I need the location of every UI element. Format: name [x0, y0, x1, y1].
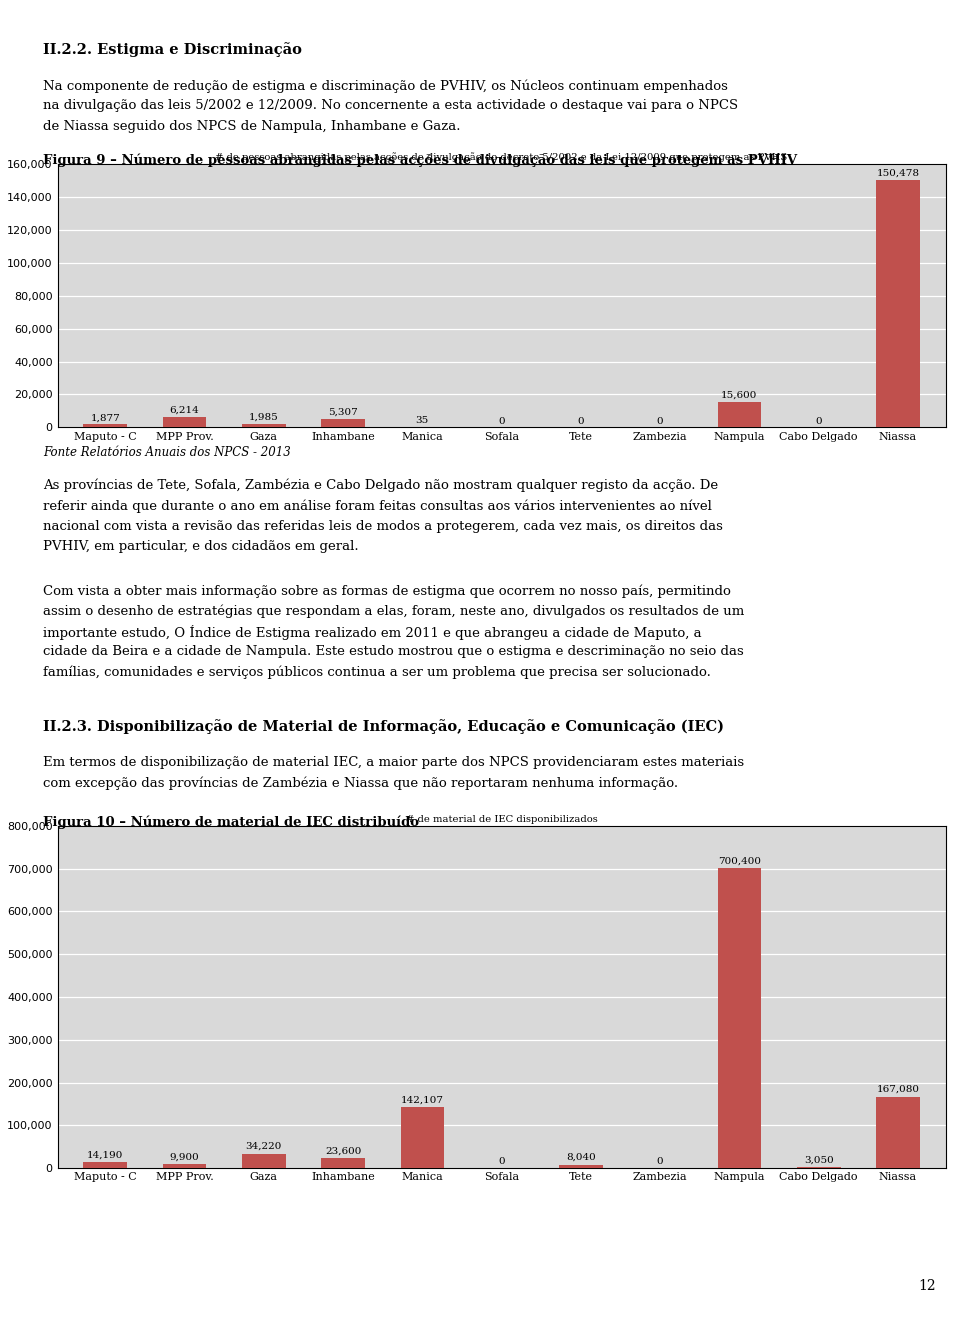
- Text: 150,478: 150,478: [876, 169, 920, 178]
- Bar: [876, 1097, 920, 1168]
- Text: 0: 0: [657, 1158, 663, 1167]
- Text: 3,050: 3,050: [804, 1155, 833, 1164]
- Bar: [322, 419, 365, 427]
- Bar: [162, 417, 206, 427]
- Text: Em termos de disponibilização de material IEC, a maior parte dos NPCS providenci: Em termos de disponibilização de materia…: [43, 756, 744, 769]
- Text: 12: 12: [919, 1279, 936, 1293]
- Bar: [84, 1162, 127, 1168]
- Bar: [242, 1154, 285, 1168]
- Text: II.2.2. Estigma e Discriminação: II.2.2. Estigma e Discriminação: [43, 42, 302, 57]
- Text: Na componente de redução de estigma e discriminação de PVHIV, os Núcleos continu: Na componente de redução de estigma e di…: [43, 79, 728, 92]
- Text: Figura 9 – Número de pessoas abrangidas pelas acções de divulgação das leis que : Figura 9 – Número de pessoas abrangidas …: [43, 154, 798, 167]
- Text: 167,080: 167,080: [876, 1085, 920, 1094]
- Text: 15,600: 15,600: [721, 391, 757, 399]
- Bar: [718, 868, 761, 1168]
- Text: 8,040: 8,040: [566, 1154, 596, 1162]
- Text: nacional com vista a revisão das referidas leis de modos a protegerem, cada vez : nacional com vista a revisão das referid…: [43, 520, 723, 532]
- Text: 0: 0: [815, 417, 822, 425]
- Text: na divulgação das leis 5/2002 e 12/2009. No concernente a esta actividade o dest: na divulgação das leis 5/2002 e 12/2009.…: [43, 100, 738, 112]
- Text: 0: 0: [578, 417, 585, 425]
- Text: As províncias de Tete, Sofala, Zambézia e Cabo Delgado não mostram qualquer regi: As províncias de Tete, Sofala, Zambézia …: [43, 479, 718, 493]
- Text: cidade da Beira e a cidade de Nampula. Este estudo mostrou que o estigma e descr: cidade da Beira e a cidade de Nampula. E…: [43, 645, 744, 658]
- Text: Com vista a obter mais informação sobre as formas de estigma que ocorrem no noss: Com vista a obter mais informação sobre …: [43, 585, 732, 598]
- Text: Figura 10 – Número de material de IEC distribuído: Figura 10 – Número de material de IEC di…: [43, 815, 420, 828]
- Text: 700,400: 700,400: [718, 857, 761, 865]
- Text: 1,877: 1,877: [90, 414, 120, 423]
- Bar: [162, 1164, 206, 1168]
- Bar: [718, 402, 761, 427]
- Bar: [400, 1108, 444, 1168]
- Bar: [84, 424, 127, 427]
- Text: 6,214: 6,214: [170, 406, 200, 415]
- Text: com excepção das províncias de Zambézia e Niassa que não reportaram nenhuma info: com excepção das províncias de Zambézia …: [43, 777, 679, 790]
- Text: 1,985: 1,985: [249, 414, 278, 423]
- Text: PVHIV, em particular, e dos cidadãos em geral.: PVHIV, em particular, e dos cidadãos em …: [43, 540, 359, 553]
- Text: Fonte Relatórios Anuais dos NPCS - 2013: Fonte Relatórios Anuais dos NPCS - 2013: [43, 445, 291, 458]
- Text: importante estudo, O Índice de Estigma realizado em 2011 e que abrangeu a cidade: importante estudo, O Índice de Estigma r…: [43, 626, 702, 640]
- Text: assim o desenho de estratégias que respondam a elas, foram, neste ano, divulgado: assim o desenho de estratégias que respo…: [43, 605, 744, 618]
- Bar: [876, 179, 920, 427]
- Text: referir ainda que durante o ano em análise foram feitas consultas aos vários int: referir ainda que durante o ano em análi…: [43, 499, 712, 512]
- Text: 23,600: 23,600: [324, 1147, 361, 1155]
- Text: 9,900: 9,900: [170, 1152, 200, 1162]
- Title: # de pessoas abrangidas pelas acções de divulgação do decreto 5/2002 e da Lei 12: # de pessoas abrangidas pelas acções de …: [215, 151, 788, 162]
- Bar: [242, 424, 285, 427]
- Text: 5,307: 5,307: [328, 408, 358, 416]
- Text: 35: 35: [416, 416, 429, 425]
- Text: 0: 0: [498, 1158, 505, 1167]
- Text: 0: 0: [657, 417, 663, 425]
- Text: 14,190: 14,190: [87, 1151, 123, 1159]
- Text: 34,220: 34,220: [246, 1142, 282, 1151]
- Text: 142,107: 142,107: [401, 1096, 444, 1105]
- Text: II.2.3. Disponibilização de Material de Informação, Educação e Comunicação (IEC): II.2.3. Disponibilização de Material de …: [43, 719, 724, 734]
- Bar: [559, 1164, 603, 1168]
- Title: # de material de IEC disponibilizados: # de material de IEC disponibilizados: [406, 815, 597, 823]
- Text: 0: 0: [498, 417, 505, 425]
- Bar: [322, 1158, 365, 1168]
- Text: famílias, comunidades e serviços públicos continua a ser um problema que precisa: famílias, comunidades e serviços público…: [43, 666, 711, 680]
- Text: de Niassa seguido dos NPCS de Nampula, Inhambane e Gaza.: de Niassa seguido dos NPCS de Nampula, I…: [43, 120, 461, 133]
